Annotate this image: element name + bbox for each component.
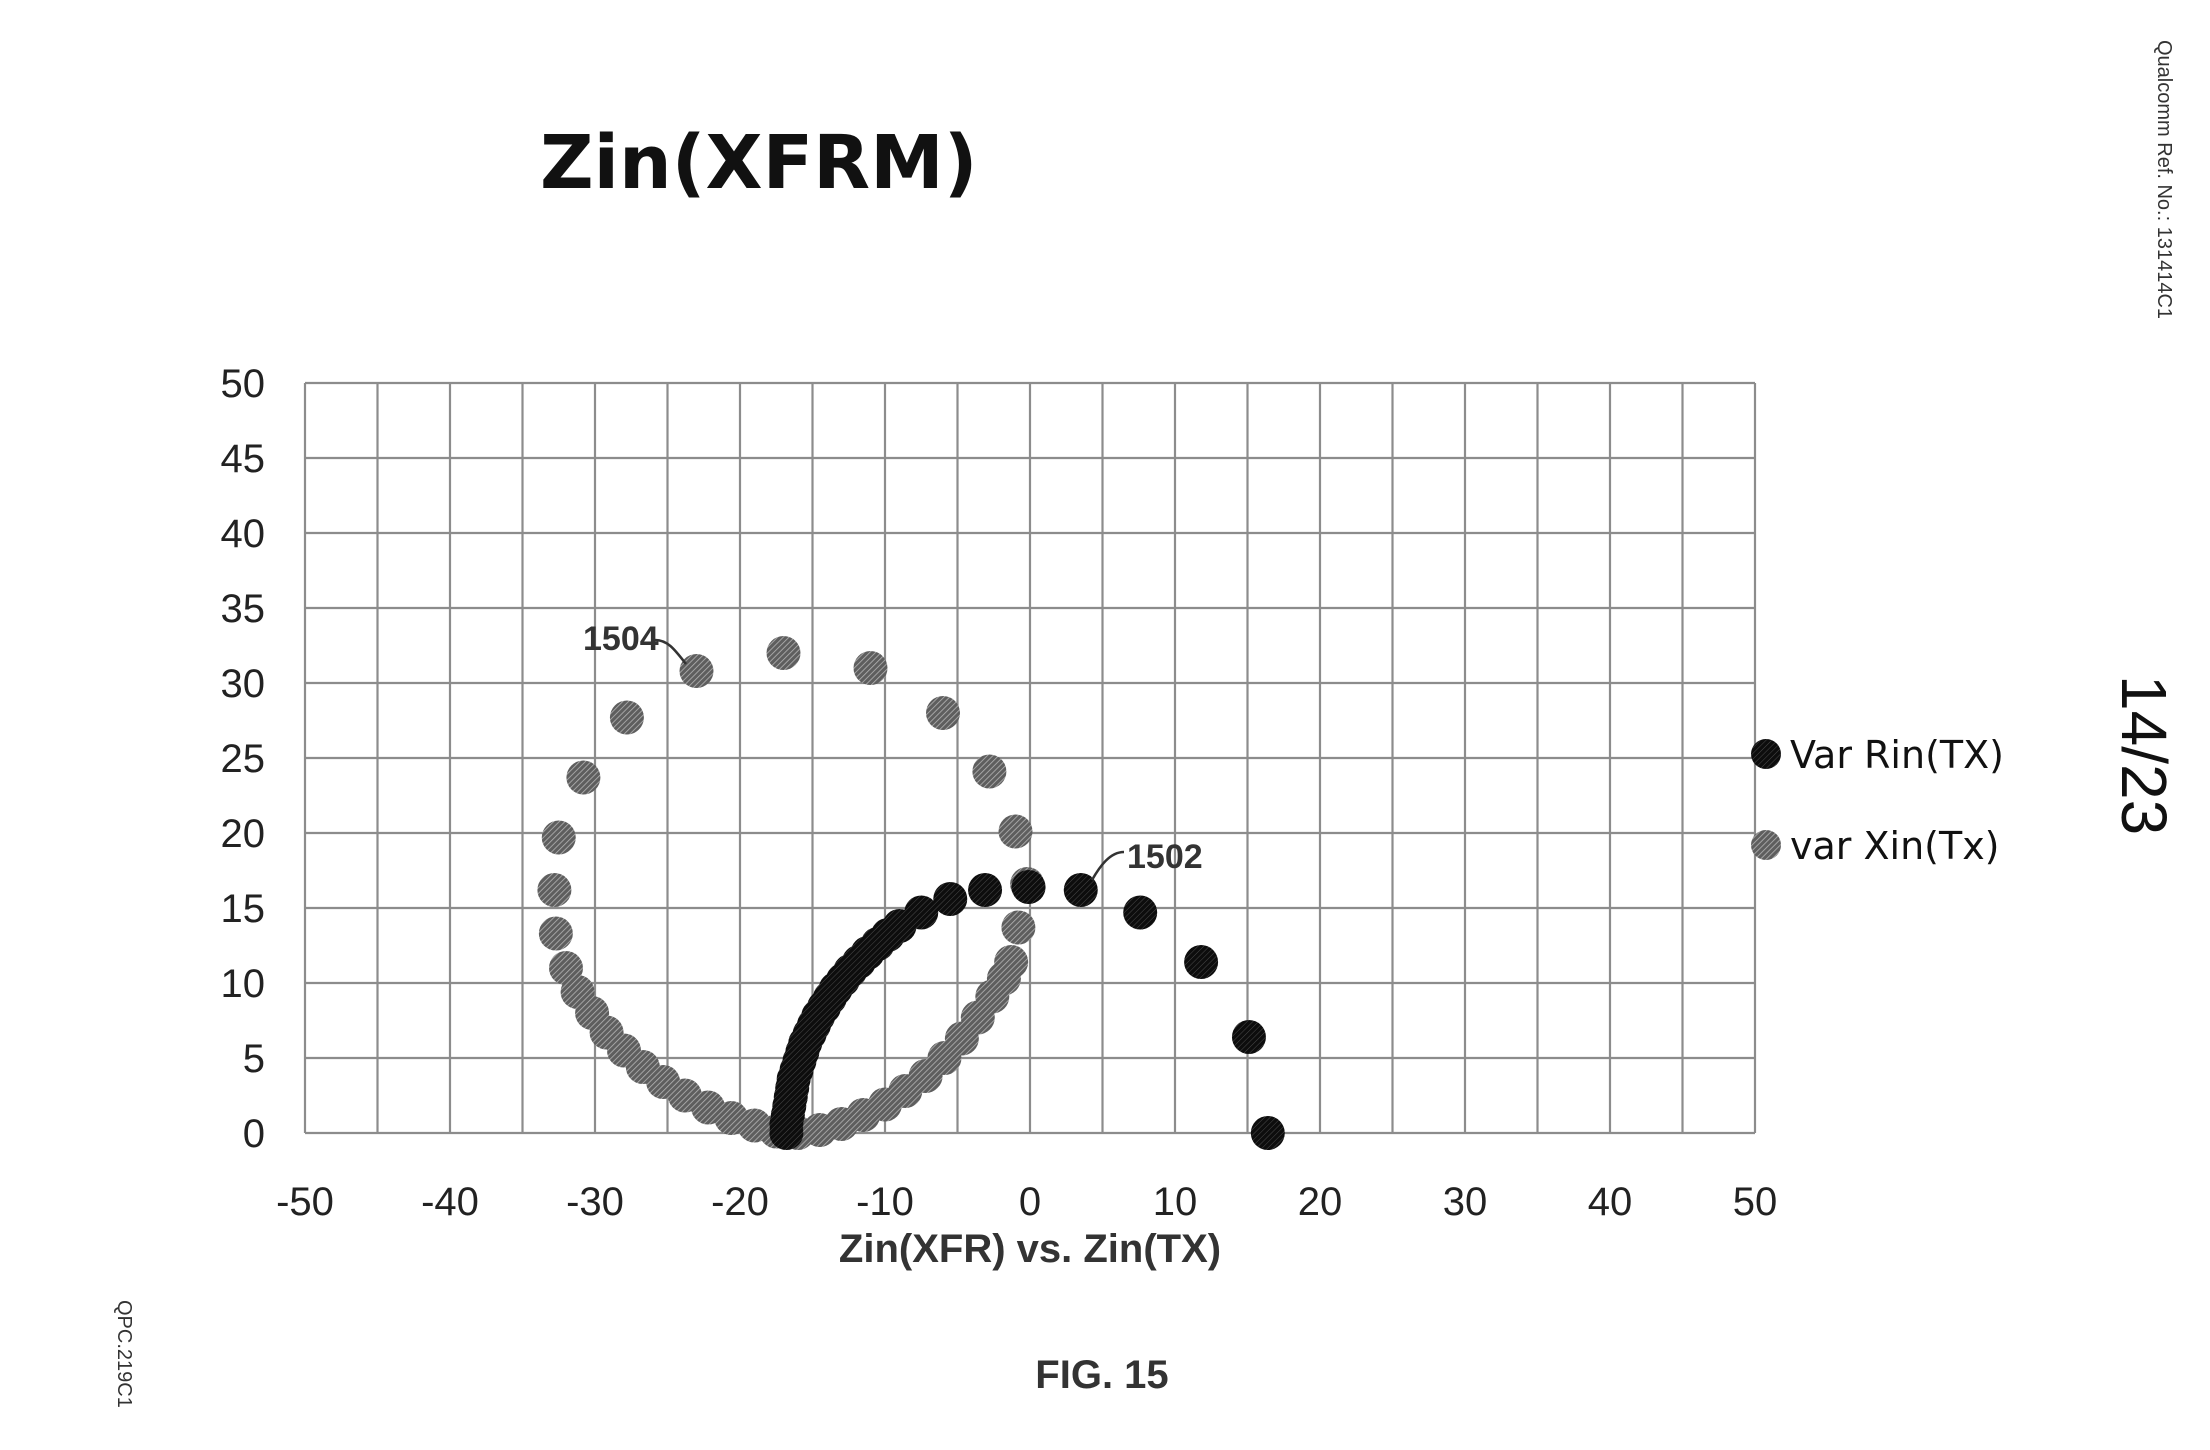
data-point xyxy=(904,896,938,930)
docket-number: QPC.219C1 xyxy=(113,1300,135,1408)
y-tick-label: 5 xyxy=(243,1037,265,1081)
x-tick-label: -10 xyxy=(856,1180,914,1224)
y-tick-label: 0 xyxy=(243,1112,265,1156)
annotation-1504-label: 1504 xyxy=(583,620,659,658)
data-point xyxy=(968,873,1002,907)
y-tick-label: 50 xyxy=(221,362,266,406)
x-tick-label: 10 xyxy=(1153,1180,1198,1224)
legend-label-var-rin-tx: Var Rin(TX) xyxy=(1790,733,2004,777)
x-tick-label: 20 xyxy=(1298,1180,1343,1224)
data-point xyxy=(972,755,1006,789)
ref-number: Qualcomm Ref. No.: 131414C1 xyxy=(2153,40,2175,319)
data-point xyxy=(1251,1116,1285,1150)
data-point xyxy=(610,701,644,735)
legend: Var Rin(TX) var Xin(Tx) xyxy=(1751,733,2004,868)
annotation-1502-leader xyxy=(1092,852,1124,880)
data-point xyxy=(1001,911,1035,945)
data-point xyxy=(999,815,1033,849)
data-point xyxy=(566,761,600,795)
chart-grid xyxy=(305,383,1755,1133)
y-tick-label: 30 xyxy=(221,662,266,706)
x-axis-label: Zin(XFR) vs. Zin(TX) xyxy=(839,1227,1221,1271)
sheet-number: 14/23 xyxy=(2108,675,2180,835)
y-tick-label: 15 xyxy=(221,887,266,931)
data-point xyxy=(926,696,960,730)
data-point xyxy=(767,636,801,670)
chart-title: Zin(XFRM) xyxy=(540,120,978,206)
y-tick-label: 25 xyxy=(221,737,266,781)
annotation-1504: 1504 xyxy=(583,620,686,664)
annotation-1504-leader xyxy=(655,640,686,664)
x-tick-label: -50 xyxy=(276,1180,334,1224)
x-tick-label: -20 xyxy=(711,1180,769,1224)
y-tick-label: 45 xyxy=(221,437,266,481)
data-point xyxy=(537,873,571,907)
data-point xyxy=(539,917,573,951)
x-tick-label: 0 xyxy=(1019,1180,1041,1224)
data-point xyxy=(854,651,888,685)
data-point xyxy=(1012,870,1046,904)
x-tick-label: -40 xyxy=(421,1180,479,1224)
data-point xyxy=(680,654,714,688)
y-tick-label: 20 xyxy=(221,812,266,856)
annotation-1502-label: 1502 xyxy=(1127,838,1203,876)
x-tick-label: 30 xyxy=(1443,1180,1488,1224)
legend-swatch-var-rin-tx xyxy=(1751,739,1781,769)
data-point xyxy=(933,882,967,916)
legend-label-var-xin-tx: var Xin(Tx) xyxy=(1790,824,2000,868)
data-point xyxy=(987,962,1021,996)
x-tick-label: -30 xyxy=(566,1180,624,1224)
y-tick-label: 35 xyxy=(221,587,266,631)
x-tick-label: 40 xyxy=(1588,1180,1633,1224)
x-axis-ticks: -50 -40 -30 -20 -10 0 10 20 30 40 50 xyxy=(276,1180,1777,1224)
y-tick-label: 10 xyxy=(221,962,266,1006)
data-point xyxy=(1123,896,1157,930)
data-point xyxy=(1232,1020,1266,1054)
figure-label: FIG. 15 xyxy=(1035,1353,1168,1397)
x-tick-label: 50 xyxy=(1733,1180,1778,1224)
y-tick-label: 40 xyxy=(221,512,266,556)
legend-swatch-var-xin-tx xyxy=(1751,830,1781,860)
annotation-1502: 1502 xyxy=(1092,838,1203,880)
data-point xyxy=(542,821,576,855)
data-point xyxy=(1184,945,1218,979)
y-axis-ticks: 0 5 10 15 20 25 30 35 40 45 50 xyxy=(221,362,266,1156)
